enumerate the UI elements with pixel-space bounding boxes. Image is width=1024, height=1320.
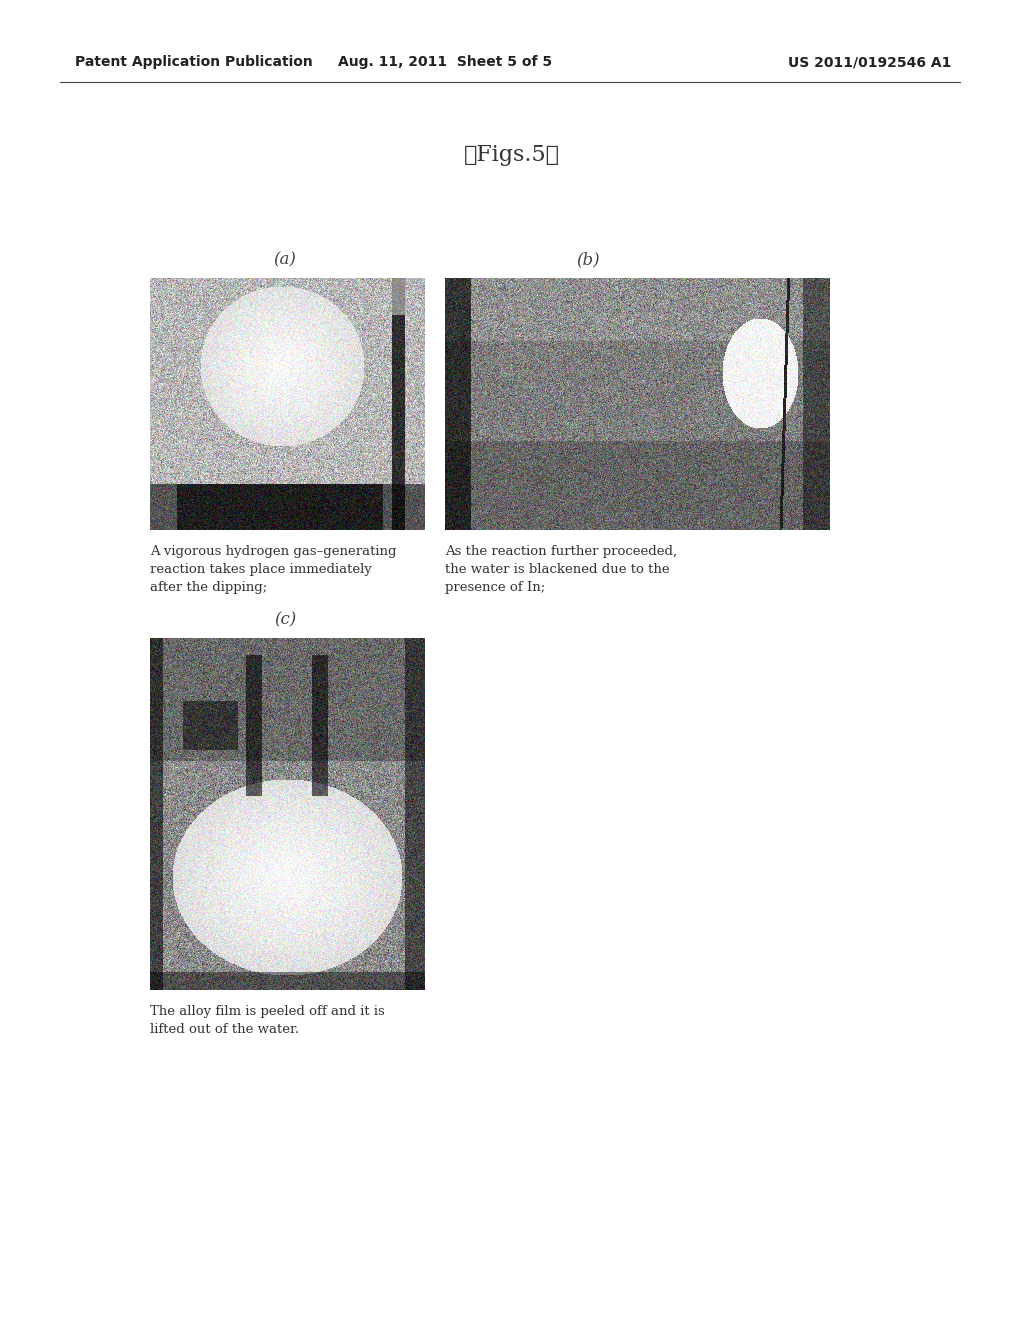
Text: (b): (b) (577, 252, 600, 268)
Text: Patent Application Publication: Patent Application Publication (75, 55, 312, 69)
Text: The alloy film is peeled off and it is
lifted out of the water.: The alloy film is peeled off and it is l… (150, 1005, 385, 1036)
Text: As the reaction further proceeded,
the water is blackened due to the
presence of: As the reaction further proceeded, the w… (445, 545, 677, 594)
Text: (a): (a) (273, 252, 296, 268)
Text: Aug. 11, 2011  Sheet 5 of 5: Aug. 11, 2011 Sheet 5 of 5 (338, 55, 552, 69)
Text: A vigorous hydrogen gas–generating
reaction takes place immediately
after the di: A vigorous hydrogen gas–generating react… (150, 545, 396, 594)
Text: 【Figs.5】: 【Figs.5】 (464, 144, 560, 166)
Text: (c): (c) (273, 611, 296, 628)
Text: US 2011/0192546 A1: US 2011/0192546 A1 (788, 55, 951, 69)
